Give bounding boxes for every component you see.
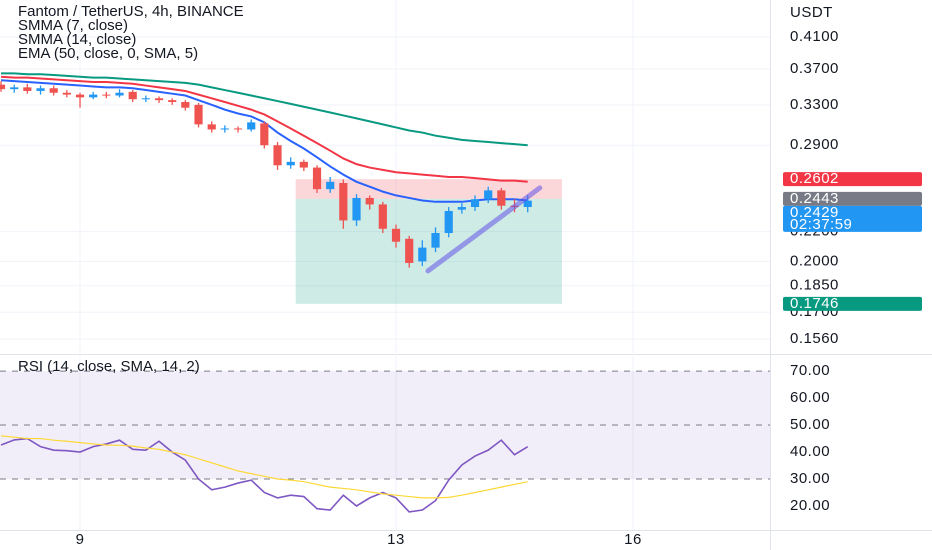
price-tag-label: 0.1746 bbox=[790, 295, 839, 312]
rsi-tick-label: 50.00 bbox=[790, 416, 830, 433]
candle-body bbox=[49, 88, 58, 93]
candle-body bbox=[115, 92, 124, 96]
candle-body bbox=[207, 124, 216, 130]
candle-body bbox=[128, 91, 137, 100]
candle-body bbox=[247, 122, 256, 130]
candle-body bbox=[181, 102, 190, 108]
candle-body bbox=[220, 128, 229, 130]
candle-body bbox=[444, 210, 453, 234]
axis-unit: USDT bbox=[790, 4, 833, 21]
candle-body bbox=[102, 94, 111, 96]
candle-body bbox=[10, 87, 19, 90]
candle-body bbox=[260, 123, 269, 146]
chart-title: Fantom / TetherUS, 4h, BINANCE bbox=[18, 3, 244, 20]
price-tag bbox=[783, 172, 922, 187]
candle-body bbox=[405, 238, 414, 263]
rsi-tick-label: 60.00 bbox=[790, 389, 830, 406]
candle-body bbox=[233, 128, 243, 130]
rsi-pane bbox=[0, 356, 770, 530]
candle-body bbox=[470, 199, 480, 208]
indicator-line bbox=[1, 72, 528, 147]
countdown: 02:37:59 bbox=[790, 216, 852, 233]
y-tick-label: 0.2900 bbox=[790, 136, 839, 153]
candle-body bbox=[141, 98, 150, 100]
candle-body bbox=[36, 88, 45, 91]
y-tick-label: 0.4100 bbox=[790, 28, 839, 45]
legend-entry: SMMA (14, close) bbox=[18, 31, 136, 48]
x-tick-label: 9 bbox=[76, 531, 85, 548]
indicator-line bbox=[0, 75, 528, 183]
price-tag-label: 0.2602 bbox=[790, 170, 839, 187]
candle-body bbox=[312, 167, 322, 190]
y-tick-label: 0.3700 bbox=[790, 60, 839, 77]
price-tag bbox=[783, 296, 922, 311]
candle-body bbox=[378, 204, 387, 229]
candle-body bbox=[339, 183, 348, 221]
candle-body bbox=[497, 190, 506, 206]
candle-body bbox=[89, 94, 98, 98]
y-tick-label: 0.1850 bbox=[790, 277, 839, 294]
candle-body bbox=[391, 228, 401, 242]
x-tick-label: 13 bbox=[387, 531, 405, 548]
y-tick-label: 0.1560 bbox=[790, 330, 839, 347]
rsi-line bbox=[0, 437, 529, 513]
y-tick-label: 0.2000 bbox=[790, 252, 839, 269]
rsi-tick-label: 20.00 bbox=[790, 497, 830, 514]
price-tag bbox=[783, 205, 922, 232]
candle-body bbox=[273, 145, 282, 166]
y-tick-label: 0.3300 bbox=[790, 96, 839, 113]
candle-body bbox=[365, 197, 374, 205]
rsi-tick-label: 40.00 bbox=[790, 443, 830, 460]
candle-body bbox=[194, 104, 203, 125]
x-tick-label: 16 bbox=[624, 531, 642, 548]
rsi-title: RSI (14, close, SMA, 14, 2) bbox=[18, 358, 200, 375]
candle-body bbox=[431, 233, 440, 248]
trend-line bbox=[425, 185, 543, 274]
price-pane bbox=[0, 0, 770, 353]
legend-entry: SMMA (7, close) bbox=[18, 17, 128, 34]
candle-body bbox=[154, 98, 164, 101]
candle-body bbox=[484, 190, 493, 200]
candle-body bbox=[352, 197, 361, 221]
candle-body bbox=[299, 161, 308, 168]
candle-body bbox=[523, 200, 532, 208]
position-stop-zone bbox=[295, 198, 562, 304]
price-tag bbox=[783, 191, 922, 206]
rsi-tick-label: 30.00 bbox=[790, 470, 830, 487]
candle-body bbox=[168, 100, 177, 103]
rsi-tick-label: 70.00 bbox=[790, 362, 830, 379]
candle-body bbox=[75, 94, 85, 98]
legend-entry: EMA (50, close, 0, SMA, 5) bbox=[18, 45, 198, 62]
candle-body bbox=[62, 92, 71, 95]
candle-body bbox=[326, 181, 335, 190]
rsi-line bbox=[0, 435, 528, 499]
candle-body bbox=[286, 161, 295, 166]
price-tag-label: 0.2429 bbox=[790, 204, 839, 221]
candle-body bbox=[23, 87, 32, 91]
candle-body bbox=[457, 207, 466, 210]
candle-body bbox=[418, 247, 427, 262]
price-tag-label: 0.2443 bbox=[790, 190, 839, 207]
candle-body bbox=[0, 84, 6, 90]
